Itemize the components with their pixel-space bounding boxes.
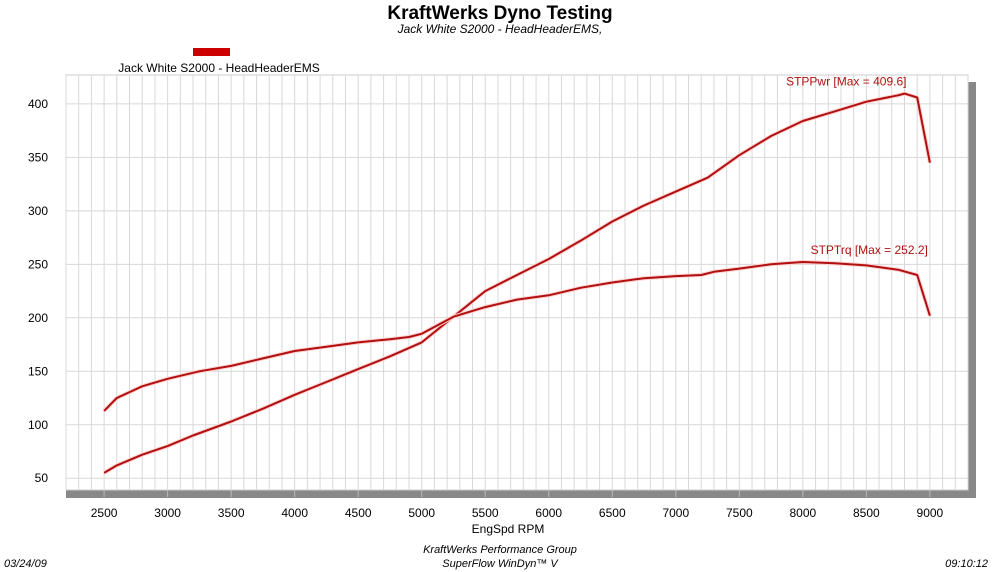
legend-label: Jack White S2000 - HeadHeaderEMS bbox=[118, 61, 319, 75]
x-tick-label: 6000 bbox=[535, 506, 562, 520]
footer-company: KraftWerks Performance Group bbox=[423, 544, 577, 556]
power-max-annotation: STPPwr [Max = 409.6] bbox=[786, 75, 906, 89]
series-line-stptrq bbox=[103, 261, 931, 412]
plot-area bbox=[65, 74, 969, 491]
plot-shadow-right bbox=[968, 82, 976, 498]
series bbox=[102, 91, 932, 475]
y-tick-label: 350 bbox=[28, 150, 48, 164]
x-tick-label: 8500 bbox=[853, 506, 880, 520]
y-tick-label: 200 bbox=[28, 311, 48, 325]
x-tick-label: 5500 bbox=[472, 506, 499, 520]
chart-title: KraftWerks Dyno Testing bbox=[387, 3, 612, 24]
series-line-stppwr bbox=[103, 92, 931, 474]
chart-subtitle: Jack White S2000 - HeadHeaderEMS, bbox=[397, 22, 603, 36]
x-tick-label: 5000 bbox=[408, 506, 435, 520]
legend-swatch bbox=[193, 48, 230, 56]
y-tick-label: 400 bbox=[28, 97, 48, 111]
x-tick-label: 2500 bbox=[91, 506, 118, 520]
x-tick-label: 9000 bbox=[917, 506, 944, 520]
y-tick-label: 300 bbox=[28, 204, 48, 218]
x-tick-label: 6500 bbox=[599, 506, 626, 520]
x-tick-label: 7000 bbox=[662, 506, 689, 520]
y-tick-label: 250 bbox=[28, 257, 48, 271]
footer-date: 03/24/09 bbox=[4, 558, 47, 570]
x-tick-label: 4000 bbox=[281, 506, 308, 520]
y-axis: 50 100 150 200 250 300 350 400 bbox=[28, 97, 48, 485]
x-tick-label: 4500 bbox=[345, 506, 372, 520]
torque-max-annotation: STPTrq [Max = 252.2] bbox=[811, 243, 928, 257]
x-tick-label: 7500 bbox=[726, 506, 753, 520]
x-axis-label: EngSpd RPM bbox=[472, 522, 545, 536]
plot-shadow-bottom bbox=[66, 490, 976, 498]
x-tick-label: 8000 bbox=[789, 506, 816, 520]
y-tick-label: 100 bbox=[28, 418, 48, 432]
x-tick-label: 3000 bbox=[154, 506, 181, 520]
y-tick-label: 50 bbox=[35, 471, 49, 485]
footer-time: 09:10:12 bbox=[945, 558, 988, 570]
footer-software: SuperFlow WinDyn™ V bbox=[442, 558, 559, 570]
y-tick-label: 150 bbox=[28, 364, 48, 378]
x-axis: 2500 3000 3500 4000 4500 5000 5500 6000 6500 7000… bbox=[91, 490, 944, 520]
x-tick-label: 3500 bbox=[218, 506, 245, 520]
